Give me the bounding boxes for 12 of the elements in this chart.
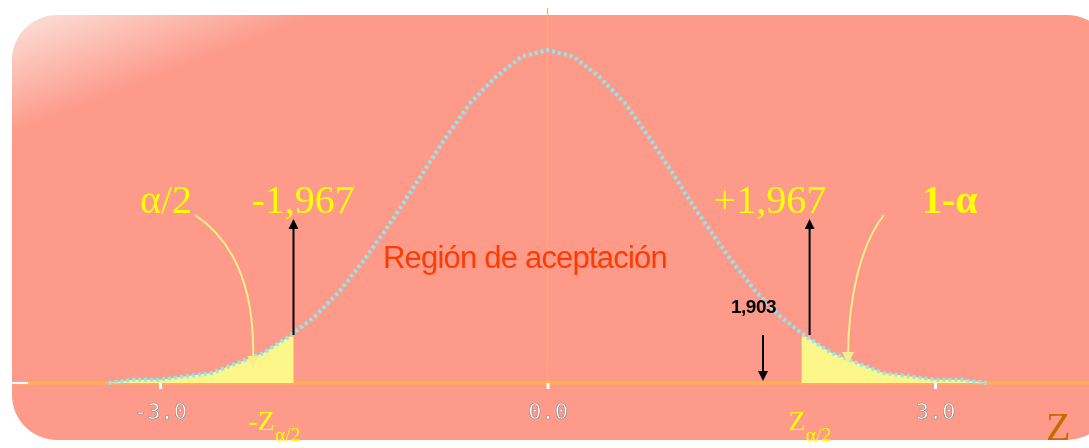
x-tick-label: 3.0: [915, 398, 956, 424]
x-tick-label: 0.0: [528, 398, 568, 424]
x-axis-title: Z: [1046, 404, 1071, 448]
annotation: 1-α: [922, 177, 978, 222]
annotation: Región de aceptación: [383, 240, 667, 275]
x-tick-label: -3.0: [134, 398, 188, 424]
text: -Z$_{α/2}$: [248, 405, 301, 445]
annotation: -1,967: [251, 177, 355, 222]
annotation: α/2: [140, 177, 193, 222]
annotation: 1,903: [731, 296, 777, 317]
annotation: +1,967: [713, 177, 827, 222]
text: Z$_{α/2}$: [788, 405, 832, 445]
